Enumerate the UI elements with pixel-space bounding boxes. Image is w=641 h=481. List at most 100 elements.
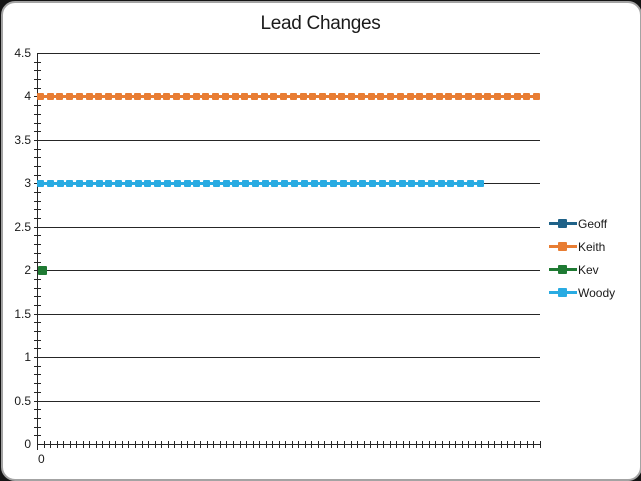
x-axis-tick <box>429 441 430 448</box>
x-axis-tick <box>109 441 110 448</box>
x-axis-tick <box>213 441 214 448</box>
woody-marker <box>261 179 269 187</box>
y-axis-minor-tick <box>34 322 41 323</box>
keith-marker <box>309 92 317 100</box>
legend-label: Kev <box>578 262 599 277</box>
x-axis-tick-label-0: 0 <box>38 452 45 466</box>
x-axis-tick <box>533 441 534 448</box>
y-axis-minor-tick <box>34 114 41 115</box>
y-axis-minor-tick <box>34 201 41 202</box>
x-axis-tick <box>89 441 90 448</box>
x-axis-tick <box>50 441 51 448</box>
chart-title: Lead Changes <box>260 13 381 34</box>
y-axis-tick-label: 3 <box>24 176 31 190</box>
x-axis-tick <box>318 441 319 448</box>
woody-marker <box>476 179 484 187</box>
keith-marker <box>182 92 190 100</box>
x-axis-tick <box>416 441 417 448</box>
y-axis-minor-tick <box>34 149 41 150</box>
x-axis-tick <box>298 441 299 448</box>
x-axis-tick <box>76 441 77 448</box>
woody-marker <box>466 179 474 187</box>
x-axis-tick <box>233 441 234 448</box>
y-axis-minor-tick <box>34 374 41 375</box>
woody-marker <box>193 179 201 187</box>
x-axis-tick <box>331 441 332 448</box>
legend-series-marker-icon <box>549 219 577 228</box>
y-axis-minor-tick <box>34 140 41 141</box>
x-axis-tick <box>128 441 129 448</box>
x-axis-tick <box>161 441 162 448</box>
keith-marker <box>221 92 229 100</box>
woody-marker <box>349 179 357 187</box>
x-axis-tick <box>501 441 502 448</box>
gridline <box>37 270 540 271</box>
keith-marker <box>173 92 181 100</box>
x-axis-tick <box>83 441 84 448</box>
keith-marker <box>231 92 239 100</box>
woody-marker <box>369 179 377 187</box>
keith-marker <box>367 92 375 100</box>
y-axis-minor-tick <box>34 262 41 263</box>
keith-marker <box>192 92 200 100</box>
keith-marker <box>494 92 502 100</box>
x-axis-tick <box>253 441 254 448</box>
y-axis-minor-tick <box>34 314 41 315</box>
legend-series-marker-icon <box>549 265 577 274</box>
x-axis-tick <box>226 441 227 448</box>
y-axis-minor-tick <box>34 218 41 219</box>
woody-marker <box>291 179 299 187</box>
y-axis-minor-tick <box>34 88 41 89</box>
x-axis-tick <box>207 441 208 448</box>
keith-marker <box>435 92 443 100</box>
keith-marker <box>56 92 64 100</box>
y-axis-minor-tick <box>34 123 41 124</box>
woody-marker <box>222 179 230 187</box>
keith-marker <box>75 92 83 100</box>
keith-marker <box>396 92 404 100</box>
y-axis-tick-label: 2.5 <box>14 220 31 234</box>
y-axis <box>37 53 38 450</box>
y-axis-minor-tick <box>34 435 41 436</box>
keith-marker <box>464 92 472 100</box>
x-axis-tick <box>377 441 378 448</box>
x-axis-tick <box>396 441 397 448</box>
y-axis-minor-tick <box>34 70 41 71</box>
woody-marker <box>46 179 54 187</box>
woody-marker <box>85 179 93 187</box>
keith-marker <box>114 92 122 100</box>
woody-marker <box>124 179 132 187</box>
x-axis-tick <box>266 441 267 448</box>
y-axis-minor-tick <box>34 357 41 358</box>
woody-marker <box>95 179 103 187</box>
x-axis-tick <box>174 441 175 448</box>
y-axis-tick-label: 1 <box>24 350 31 364</box>
keith-marker <box>280 92 288 100</box>
x-axis-tick <box>122 441 123 448</box>
x-axis-tick <box>292 441 293 448</box>
x-axis-tick <box>449 441 450 448</box>
legend-label: Geoff <box>578 216 608 231</box>
y-axis-minor-tick <box>34 392 41 393</box>
keith-marker <box>289 92 297 100</box>
keith-marker <box>357 92 365 100</box>
x-axis-tick <box>44 441 45 448</box>
legend-series-marker-icon <box>549 288 577 297</box>
woody-marker <box>447 179 455 187</box>
woody-marker <box>183 179 191 187</box>
legend-series-marker-icon <box>549 242 577 251</box>
y-axis-minor-tick <box>34 305 41 306</box>
keith-marker <box>455 92 463 100</box>
keith-series-line <box>37 94 540 98</box>
woody-marker <box>359 179 367 187</box>
y-axis-minor-tick <box>34 253 41 254</box>
keith-marker <box>348 92 356 100</box>
legend-item-geoff: Geoff <box>549 212 639 235</box>
x-axis-tick <box>142 441 143 448</box>
y-axis-minor-tick <box>34 209 41 210</box>
keith-marker <box>299 92 307 100</box>
keith-marker <box>250 92 258 100</box>
y-axis-tick-label: 4.5 <box>14 46 31 60</box>
